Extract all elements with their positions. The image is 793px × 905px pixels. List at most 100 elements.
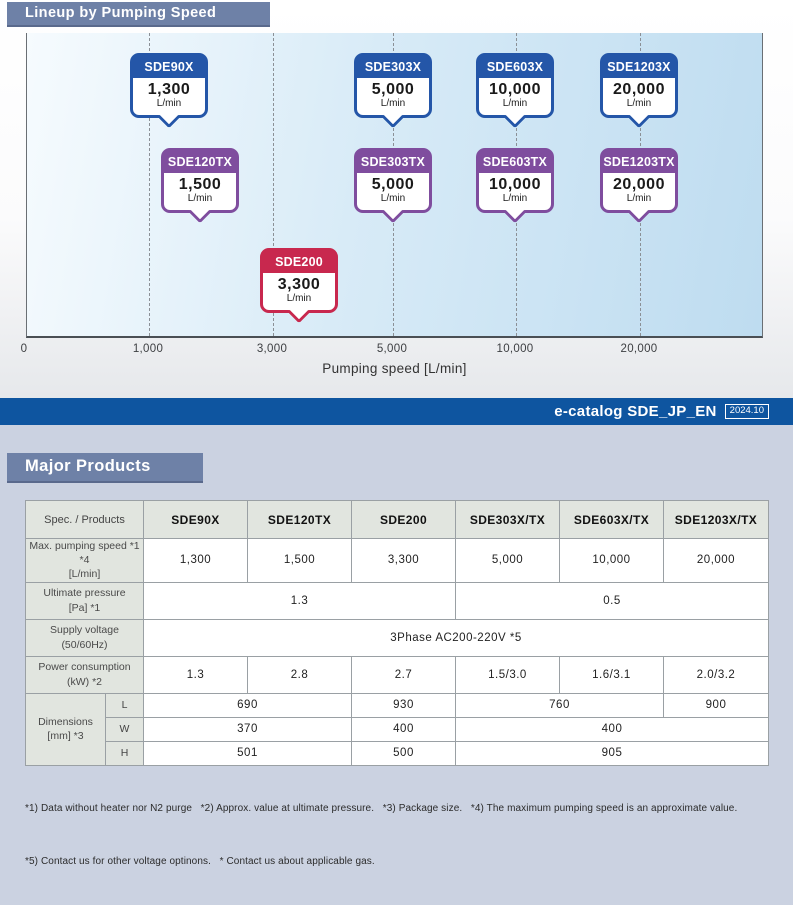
product-badge-sde200: SDE200 3,300 L/min xyxy=(260,248,338,324)
row-label-line1: Dimensions xyxy=(38,715,93,728)
badge-unit: L/min xyxy=(380,98,406,109)
row-label-power-consumption: Power consumption (kW) *2 xyxy=(25,655,144,694)
cell-value: 900 xyxy=(663,692,769,718)
x-tick-1000: 1,000 xyxy=(132,343,164,355)
cell-value: 1,500 xyxy=(247,538,352,583)
lineup-header: Lineup by Pumping Speed xyxy=(7,2,270,27)
badge-unit: L/min xyxy=(156,98,182,109)
row-label-pumping-speed: Max. pumping speed *1 *4 [L/min] xyxy=(25,538,144,583)
table-row-ultimate-pressure: Ultimate pressure [Pa] *1 1.3 0.5 xyxy=(25,581,769,620)
gridline-3000 xyxy=(273,33,274,336)
gridline-1000 xyxy=(149,33,150,336)
x-tick-5000: 5,000 xyxy=(376,343,408,355)
badge-value: 1,500 xyxy=(178,176,222,193)
lineup-title: Lineup by Pumping Speed xyxy=(25,5,217,21)
row-label-line2: [Pa] *1 xyxy=(68,601,101,614)
cell-value: 400 xyxy=(351,716,456,742)
cell-value: 760 xyxy=(455,692,664,718)
row-label-line2: [L/min] xyxy=(68,568,101,581)
column-header-sde1203xtx: SDE1203X/TX xyxy=(663,500,769,539)
dimension-sub-label-l: L xyxy=(105,692,144,718)
footnote-line-1: *1) Data without heater nor N2 purge *2)… xyxy=(25,803,738,814)
x-tick-0: 0 xyxy=(20,343,28,355)
badge-value: 5,000 xyxy=(371,176,415,193)
row-label-line1: Ultimate pressure xyxy=(43,587,126,600)
row-label-supply-voltage: Supply voltage (50/60Hz) xyxy=(25,618,144,657)
x-tick-10000: 10,000 xyxy=(496,343,534,355)
badge-value: 3,300 xyxy=(277,276,321,293)
table-row-dimensions-w: W 370 400 400 xyxy=(26,716,769,742)
badge-model: SDE303TX xyxy=(357,151,429,173)
cell-value: 1.5/3.0 xyxy=(455,655,560,694)
x-tick-20000: 20,000 xyxy=(620,343,658,355)
cell-value: 2.0/3.2 xyxy=(663,655,769,694)
cell-value: 1.3 xyxy=(143,655,248,694)
column-header-sde90x: SDE90X xyxy=(143,500,248,539)
column-header-sde303xtx: SDE303X/TX xyxy=(455,500,560,539)
cell-value: 500 xyxy=(351,740,456,766)
major-products-header: Major Products xyxy=(7,453,203,483)
badge-unit: L/min xyxy=(502,98,528,109)
catalog-name: e-catalog SDE_JP_EN xyxy=(554,403,717,420)
row-label-line2: (50/60Hz) xyxy=(61,638,108,651)
cell-value: 370 xyxy=(143,716,352,742)
row-label-line2: (kW) *2 xyxy=(67,675,102,688)
cell-value: 2.7 xyxy=(351,655,456,694)
product-badge-sde120tx: SDE120TX 1,500 L/min xyxy=(161,148,239,224)
table-row-supply-voltage: Supply voltage (50/60Hz) 3Phase AC200-22… xyxy=(25,618,769,657)
cell-value: 5,000 xyxy=(455,538,560,583)
badge-model: SDE1203X xyxy=(603,56,675,78)
badge-unit: L/min xyxy=(187,193,213,204)
table-row-pumping-speed: Max. pumping speed *1 *4 [L/min] 1,300 1… xyxy=(25,538,769,583)
cell-value: 0.5 xyxy=(455,581,769,620)
column-header-sde603xtx: SDE603X/TX xyxy=(559,500,664,539)
dimension-sub-label-h: H xyxy=(105,740,144,766)
cell-value: 1.6/3.1 xyxy=(559,655,664,694)
spec-table: Spec. / Products SDE90X SDE120TX SDE200 … xyxy=(25,500,769,766)
row-label-dimensions: Dimensions [mm] *3 xyxy=(25,692,106,766)
product-badge-sde303tx: SDE303TX 5,000 L/min xyxy=(354,148,432,224)
badge-unit: L/min xyxy=(626,193,652,204)
badge-body: 5,000 L/min xyxy=(357,173,429,210)
badge-model: SDE303X xyxy=(357,56,429,78)
badge-body: 20,000 L/min xyxy=(603,78,675,115)
x-axis-title: Pumping speed [L/min] xyxy=(322,361,467,376)
footnote-line-2: *5) Contact us for other voltage optinon… xyxy=(25,855,375,867)
badge-body: 5,000 L/min xyxy=(357,78,429,115)
badge-body: 1,500 L/min xyxy=(164,173,236,210)
row-label-line1: Power consumption xyxy=(38,661,131,674)
badge-unit: L/min xyxy=(380,193,406,204)
badge-model: SDE120TX xyxy=(164,151,236,173)
table-row-dimensions-h: H 501 500 905 xyxy=(26,740,769,766)
column-header-sde120tx: SDE120TX xyxy=(247,500,352,539)
catalog-version-badge: 2024.10 xyxy=(724,404,769,419)
badge-unit: L/min xyxy=(626,98,652,109)
spec-products-header: Spec. / Products xyxy=(25,500,144,539)
product-badge-sde603x: SDE603X 10,000 L/min xyxy=(476,53,554,129)
cell-value: 905 xyxy=(455,740,769,766)
cell-value: 10,000 xyxy=(559,538,664,583)
badge-body: 1,300 L/min xyxy=(133,78,205,115)
cell-value: 690 xyxy=(143,692,352,718)
table-row-dimensions-l: Dimensions [mm] *3 L 690 930 760 900 xyxy=(25,692,769,766)
footnotes: *1) Data without heater nor N2 purge *2)… xyxy=(25,765,737,905)
badge-model: SDE90X xyxy=(133,56,205,78)
badge-body: 20,000 L/min xyxy=(603,173,675,210)
badge-model: SDE603TX xyxy=(479,151,551,173)
cell-value: 3Phase AC200-220V *5 xyxy=(143,618,769,657)
cell-value: 20,000 xyxy=(663,538,769,583)
badge-value: 1,300 xyxy=(147,81,191,98)
badge-body: 10,000 L/min xyxy=(479,78,551,115)
cell-value: 2.8 xyxy=(247,655,352,694)
product-badge-sde603tx: SDE603TX 10,000 L/min xyxy=(476,148,554,224)
badge-model: SDE603X xyxy=(479,56,551,78)
lineup-section: Lineup by Pumping Speed SDE90X 1,300 L/m… xyxy=(0,0,793,398)
badge-model: SDE1203TX xyxy=(603,151,675,173)
dimension-sub-label-w: W xyxy=(105,716,144,742)
table-header-row: Spec. / Products SDE90X SDE120TX SDE200 … xyxy=(25,500,769,539)
row-label-line1: Supply voltage xyxy=(50,624,119,637)
column-header-sde200: SDE200 xyxy=(351,500,456,539)
badge-body: 3,300 L/min xyxy=(263,273,335,310)
badge-model: SDE200 xyxy=(263,251,335,273)
major-products-section: Major Products Spec. / Products SDE90X S… xyxy=(0,443,793,867)
